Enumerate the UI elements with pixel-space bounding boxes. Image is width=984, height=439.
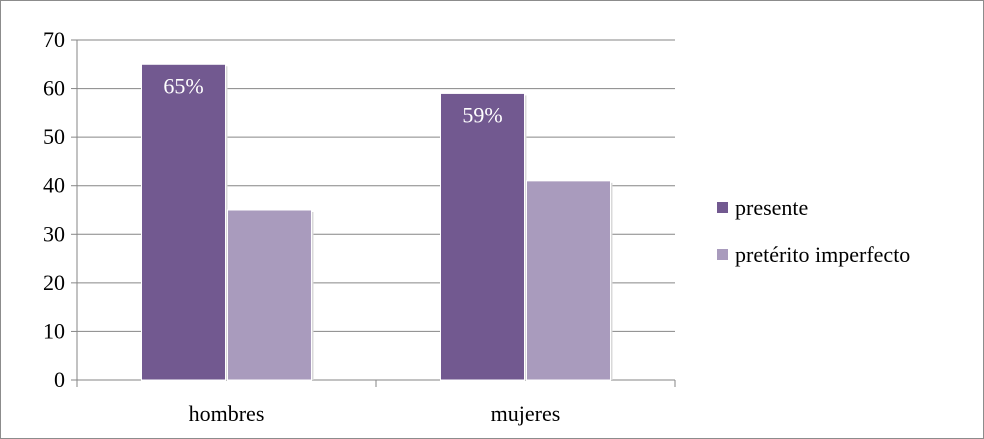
y-tick-label: 20 — [43, 270, 65, 295]
y-tick-label: 0 — [54, 367, 65, 392]
legend-label: pretérito imperfecto — [735, 242, 910, 267]
y-tick-label: 70 — [43, 27, 65, 52]
y-tick-label: 40 — [43, 173, 65, 198]
x-category-label: mujeres — [491, 401, 561, 426]
data-label: 65% — [163, 73, 203, 98]
bar-pretérito-imperfecto-hombres — [227, 209, 312, 381]
bar-pretérito-imperfecto-mujeres — [526, 180, 611, 381]
y-tick-label: 60 — [43, 76, 65, 101]
legend-label: presente — [735, 195, 808, 220]
x-category-label: hombres — [189, 401, 265, 426]
bar-presente-hombres — [141, 63, 226, 381]
legend-swatch — [717, 202, 728, 213]
legend-swatch — [717, 249, 728, 260]
data-label: 59% — [462, 102, 502, 127]
bar-presente-mujeres — [440, 92, 525, 381]
y-tick-label: 10 — [43, 318, 65, 343]
y-tick-label: 30 — [43, 221, 65, 246]
y-tick-label: 50 — [43, 124, 65, 149]
